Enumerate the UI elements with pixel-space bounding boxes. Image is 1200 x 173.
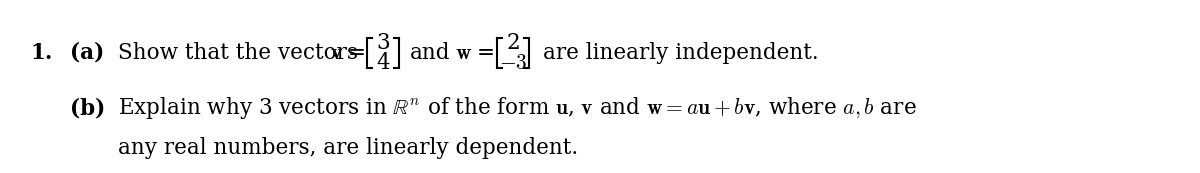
Text: 3: 3 [376, 32, 390, 54]
Text: Explain why 3 vectors in $\mathbb{R}^n$ of the form $\mathbf{u}$, $\mathbf{v}$ a: Explain why 3 vectors in $\mathbb{R}^n$ … [118, 95, 917, 121]
Text: $\mathbf{w}$: $\mathbf{w}$ [455, 42, 472, 64]
Text: (b): (b) [70, 97, 106, 119]
Text: are linearly independent.: are linearly independent. [542, 42, 818, 64]
Text: and: and [410, 42, 450, 64]
Text: =: = [348, 42, 366, 64]
Text: $\mathbf{v}$: $\mathbf{v}$ [330, 42, 343, 64]
Text: any real numbers, are linearly dependent.: any real numbers, are linearly dependent… [118, 137, 578, 159]
Text: =: = [478, 42, 496, 64]
Text: Show that the vectors: Show that the vectors [118, 42, 365, 64]
Text: 4: 4 [376, 52, 390, 74]
Text: (a): (a) [70, 42, 104, 64]
Text: 2: 2 [506, 32, 520, 54]
Text: 1.: 1. [30, 42, 53, 64]
Text: $-3$: $-3$ [499, 52, 527, 74]
